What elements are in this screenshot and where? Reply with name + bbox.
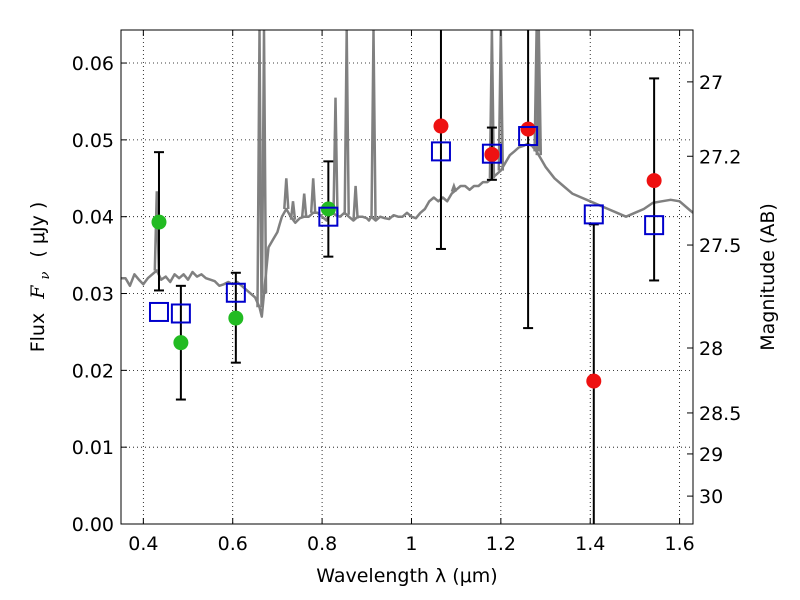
x-tick-label: 0.4 xyxy=(128,533,158,555)
emission-line-spike xyxy=(283,178,290,210)
emission-line-spike xyxy=(289,201,297,220)
y2-tick-label: 27.5 xyxy=(699,235,741,257)
y-axis-symbol: F xyxy=(27,285,49,300)
model-flux-square xyxy=(481,143,502,164)
y-axis-label-text: Flux xyxy=(27,313,49,353)
emission-line-spike xyxy=(535,30,543,156)
plot-area xyxy=(121,30,693,524)
emission-line-spike xyxy=(260,30,268,294)
photometry-point xyxy=(484,146,500,162)
svg-text:Flux F ν ( μ: Flux F ν ( μJy ) xyxy=(27,202,54,353)
x-tick-label: 1.6 xyxy=(664,533,694,555)
emission-line-spike xyxy=(370,30,377,219)
photometry-point xyxy=(320,201,336,217)
y-tick-label: 0.06 xyxy=(72,53,114,75)
x-tick-label: 1.2 xyxy=(486,533,516,555)
x-axis-label: Wavelength λ (μm) xyxy=(316,565,497,587)
y2-tick-label: 28.5 xyxy=(699,403,741,425)
y2-tick-label: 29 xyxy=(699,444,723,466)
y-axis-label: Flux F ν ( μJy ) xyxy=(27,202,54,353)
y2-tick-label: 27.2 xyxy=(699,146,741,168)
y-tick-label: 0.02 xyxy=(72,360,114,382)
model-flux-square xyxy=(430,141,451,162)
y-axis-symbol-sub: ν xyxy=(38,272,53,280)
photometry-point xyxy=(173,335,189,351)
model-flux-square xyxy=(644,215,665,236)
emission-line-spike xyxy=(497,30,505,171)
photometry-point xyxy=(151,214,167,230)
y2-tick-label: 30 xyxy=(699,486,723,508)
model-spectrum-line xyxy=(121,142,693,318)
emission-line-spike xyxy=(352,185,359,219)
y-tick-label: 0.00 xyxy=(72,514,114,536)
model-flux-square xyxy=(148,301,169,322)
model-flux-square xyxy=(583,204,604,225)
y-tick-label: 0.01 xyxy=(72,437,114,459)
plot-frame xyxy=(120,29,694,525)
axis-ticks: 0.4 0.6 0.8 1 1.2 1.4 1.6 0.00 0.01 0.02 0.03 0.04 0… xyxy=(72,30,741,555)
photometry-point xyxy=(586,373,602,389)
emission-line-spike xyxy=(450,182,458,193)
photometry-point xyxy=(433,118,449,134)
photometry-point xyxy=(520,121,536,137)
emission-line-spike xyxy=(309,178,317,213)
model-flux-square xyxy=(318,206,339,227)
emission-line-spike xyxy=(300,193,308,217)
y2-tick-label: 28 xyxy=(699,338,723,360)
x-tick-label: 0.6 xyxy=(218,533,248,555)
y2-axis-label: Magnitude (AB) xyxy=(757,203,779,351)
y-axis-unit: ( μJy ) xyxy=(27,202,49,258)
y-tick-label: 0.03 xyxy=(72,284,114,306)
model-flux-square xyxy=(170,303,191,324)
photometry-point xyxy=(646,173,662,189)
emission-line-spike xyxy=(332,97,339,216)
emission-line-spike xyxy=(343,30,350,215)
model-flux-square xyxy=(518,126,539,147)
y-tick-label: 0.04 xyxy=(72,207,114,229)
y2-tick-label: 27 xyxy=(699,72,723,94)
emission-line-spike xyxy=(488,30,496,179)
photometry-point xyxy=(228,310,244,326)
x-tick-label: 1.4 xyxy=(575,533,605,555)
y-tick-label: 0.05 xyxy=(72,130,114,152)
emission-line-spike xyxy=(256,30,263,308)
x-tick-label: 1 xyxy=(405,533,417,555)
x-tick-label: 0.8 xyxy=(307,533,337,555)
grid xyxy=(121,30,693,525)
model-flux-square xyxy=(225,282,246,303)
